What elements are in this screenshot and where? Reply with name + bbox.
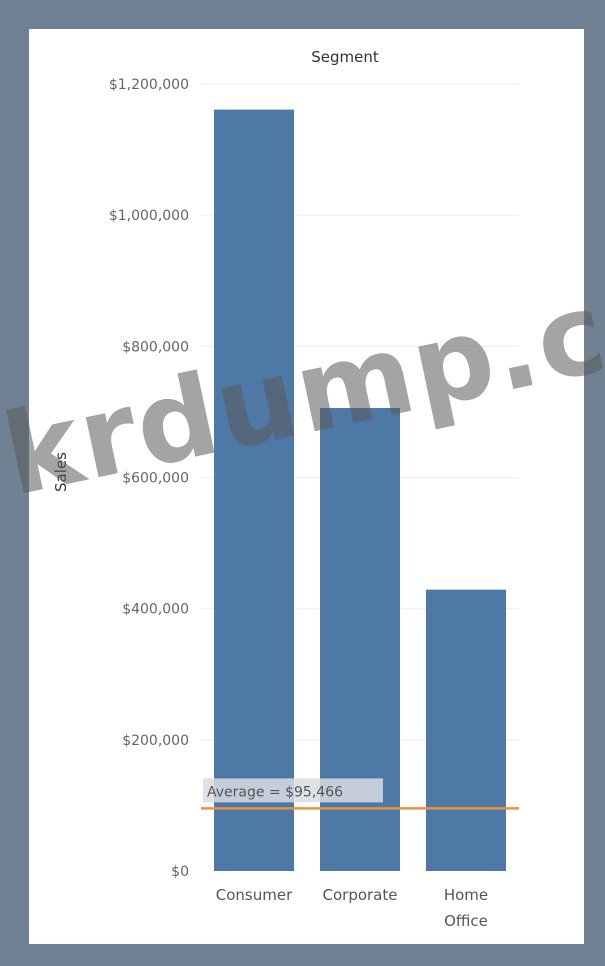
x-tick-label: Corporate xyxy=(323,886,398,904)
chart-title: Segment xyxy=(311,48,379,66)
chart-frame: $0 $200,000 $400,000 $600,000 $800,000 $1,000… xyxy=(29,29,584,944)
x-tick-label: Home Office xyxy=(444,886,488,930)
reference-line-label: Average = $95,466 xyxy=(207,784,343,800)
y-tick-label: $400,000 xyxy=(122,602,189,618)
y-tick-label: $1,000,000 xyxy=(109,208,189,224)
y-tick-label: $1,200,000 xyxy=(109,77,189,93)
y-tick-label: $600,000 xyxy=(122,471,189,487)
y-tick-label: $200,000 xyxy=(122,733,189,749)
bar-home-office[interactable] xyxy=(426,589,506,871)
reference-label-background xyxy=(203,778,383,803)
y-tick-label: $800,000 xyxy=(122,339,189,355)
bar-consumer[interactable] xyxy=(214,109,294,871)
y-axis-title: Sales xyxy=(52,452,70,492)
bar-chart: $0 $200,000 $400,000 $600,000 $800,000 $1,000… xyxy=(52,48,519,930)
y-tick-label: $0 xyxy=(171,864,189,880)
x-tick-label: Consumer xyxy=(216,886,293,904)
